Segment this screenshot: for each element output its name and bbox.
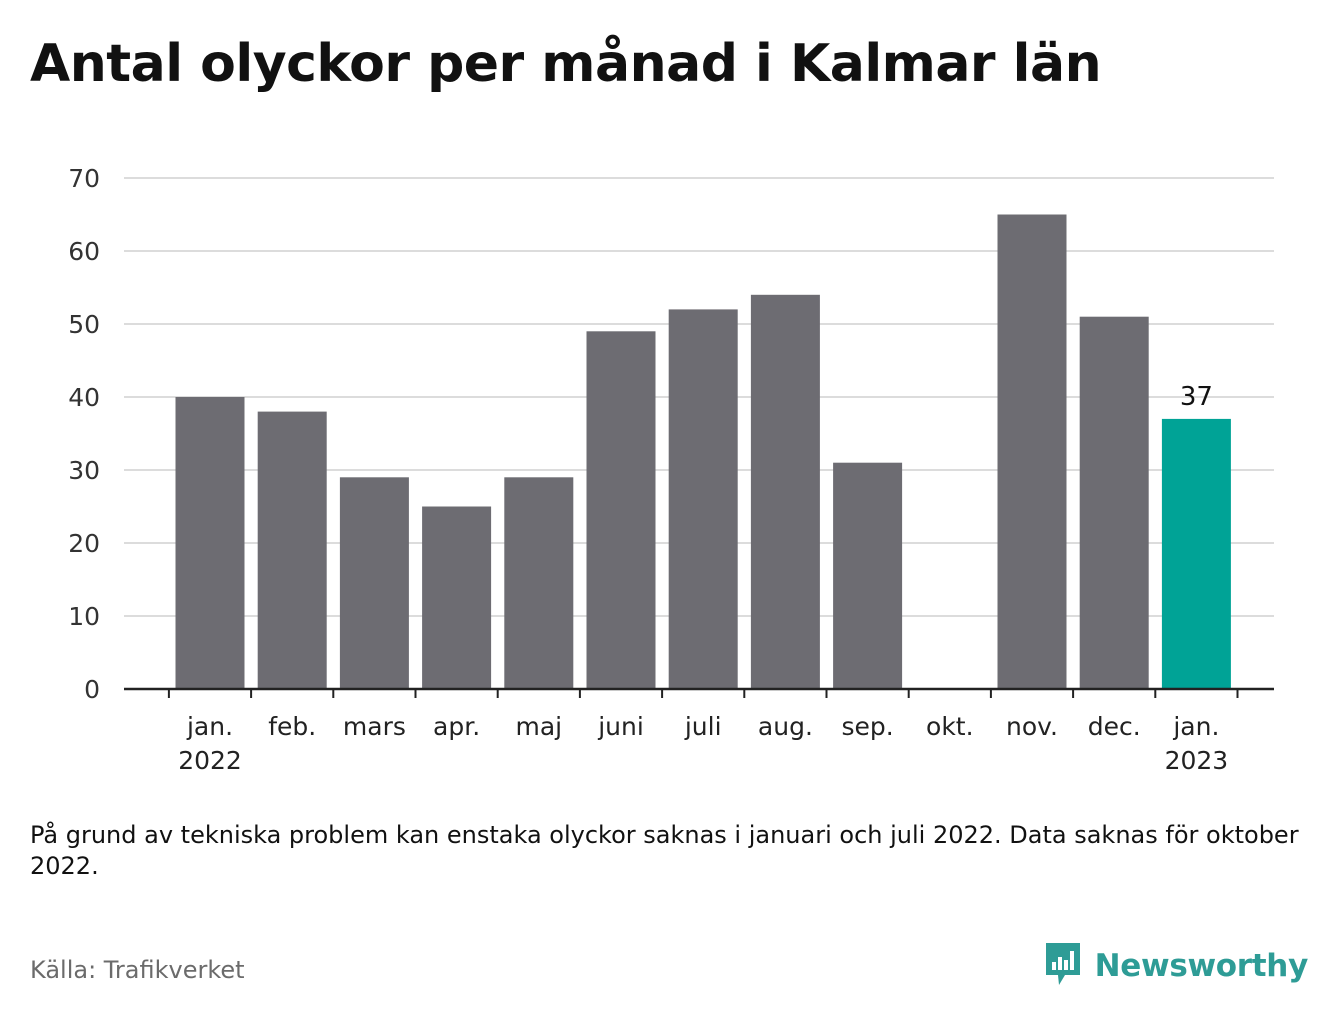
- bar: [422, 506, 492, 689]
- x-tick-label: juni: [597, 712, 644, 741]
- y-tick-label: 20: [68, 529, 100, 558]
- x-tick-label: dec.: [1088, 712, 1141, 741]
- bar: [257, 411, 327, 689]
- x-tick-year-label: 2023: [1165, 746, 1229, 775]
- newsworthy-logo-icon: [1043, 940, 1083, 992]
- x-tick-year-label: 2022: [178, 746, 242, 775]
- y-tick-label: 40: [68, 383, 100, 412]
- data-labels: 37: [1180, 382, 1213, 412]
- chart-title: Antal olyckor per månad i Kalmar län: [30, 34, 1102, 94]
- bar: [997, 214, 1067, 689]
- y-tick-label: 50: [68, 310, 100, 339]
- x-axis-tick-labels: jan. 2022 feb. mars apr. maj juni juli aug. sep. o…: [178, 712, 1228, 775]
- x-tick-label: maj: [515, 712, 562, 741]
- x-tick-label: mars: [343, 712, 406, 741]
- x-tick-label: nov.: [1006, 712, 1058, 741]
- x-axis: [124, 687, 1274, 698]
- x-tick-label: okt.: [926, 712, 974, 741]
- x-tick-label: sep.: [841, 712, 893, 741]
- bar: [1079, 316, 1149, 689]
- bar: [586, 331, 656, 689]
- y-tick-label: 30: [68, 456, 100, 485]
- bars: [175, 214, 1231, 689]
- y-tick-label: 70: [68, 164, 100, 193]
- bar: [833, 462, 903, 689]
- bar: [339, 477, 409, 689]
- bar: [668, 309, 738, 689]
- y-tick-label: 0: [84, 675, 100, 704]
- x-tick-label: apr.: [433, 712, 480, 741]
- data-label: 37: [1180, 382, 1213, 412]
- bar: [750, 294, 820, 689]
- newsworthy-logo[interactable]: Newsworthy: [1043, 940, 1308, 992]
- bar: [1161, 418, 1231, 689]
- x-tick-label: jan.: [1172, 712, 1219, 741]
- x-tick-label: aug.: [758, 712, 813, 741]
- source-credit: Källa: Trafikverket: [30, 956, 245, 984]
- brand-name: Newsworthy: [1094, 948, 1309, 984]
- y-tick-label: 10: [68, 602, 100, 631]
- x-tick-label: feb.: [268, 712, 316, 741]
- x-tick-label: jan.: [186, 712, 233, 741]
- y-tick-label: 60: [68, 237, 100, 266]
- footnote: På grund av tekniska problem kan enstaka…: [30, 821, 1299, 880]
- y-axis-tick-labels: 0 10 20 30 40 50 60 70: [68, 164, 100, 704]
- x-tick-label: juli: [684, 712, 722, 741]
- bar: [175, 397, 245, 689]
- bar: [504, 477, 574, 689]
